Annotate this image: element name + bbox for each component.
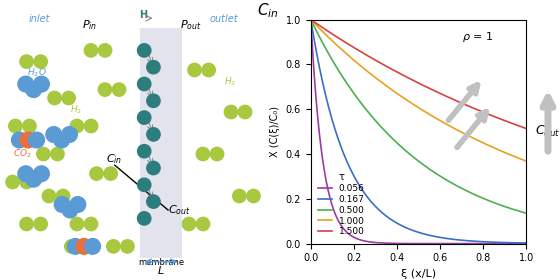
Circle shape bbox=[68, 239, 83, 254]
Circle shape bbox=[6, 175, 19, 189]
Circle shape bbox=[29, 132, 44, 148]
Circle shape bbox=[18, 76, 34, 92]
Circle shape bbox=[85, 217, 97, 231]
Text: $P_{in}$: $P_{in}$ bbox=[82, 18, 97, 32]
Circle shape bbox=[183, 217, 195, 231]
Circle shape bbox=[138, 77, 151, 91]
Circle shape bbox=[224, 105, 237, 119]
Circle shape bbox=[85, 119, 97, 133]
Circle shape bbox=[79, 240, 92, 253]
Circle shape bbox=[54, 132, 69, 148]
Circle shape bbox=[247, 189, 260, 203]
Circle shape bbox=[23, 119, 36, 133]
Circle shape bbox=[34, 76, 49, 92]
Circle shape bbox=[106, 240, 120, 253]
Legend: 0.056, 0.167, 0.500, 1.000, 1.500: 0.056, 0.167, 0.500, 1.000, 1.500 bbox=[315, 170, 367, 239]
Circle shape bbox=[43, 189, 55, 203]
Circle shape bbox=[34, 166, 49, 181]
FancyBboxPatch shape bbox=[140, 28, 182, 258]
Circle shape bbox=[85, 239, 100, 254]
Circle shape bbox=[62, 202, 78, 218]
Text: $C_{in}$: $C_{in}$ bbox=[106, 152, 123, 166]
Text: membrane: membrane bbox=[138, 258, 184, 267]
Circle shape bbox=[147, 161, 160, 175]
Text: $C_{in}$: $C_{in}$ bbox=[257, 1, 278, 20]
Circle shape bbox=[20, 217, 33, 231]
Text: $L$: $L$ bbox=[157, 264, 165, 276]
Circle shape bbox=[8, 119, 22, 133]
Text: $H_2O$: $H_2O$ bbox=[26, 67, 46, 79]
Text: $H_2$: $H_2$ bbox=[69, 103, 82, 115]
Circle shape bbox=[104, 167, 118, 180]
Circle shape bbox=[113, 83, 126, 96]
Circle shape bbox=[70, 197, 86, 212]
Circle shape bbox=[34, 217, 47, 231]
Circle shape bbox=[71, 217, 83, 231]
Text: $C_{out}$: $C_{out}$ bbox=[168, 203, 191, 217]
X-axis label: ξ (x/L): ξ (x/L) bbox=[401, 269, 436, 279]
Circle shape bbox=[84, 44, 97, 57]
Circle shape bbox=[147, 94, 160, 108]
Circle shape bbox=[62, 91, 75, 105]
Circle shape bbox=[233, 189, 246, 203]
Circle shape bbox=[147, 128, 160, 141]
Circle shape bbox=[26, 82, 41, 97]
Circle shape bbox=[54, 197, 70, 212]
Text: $H_2$: $H_2$ bbox=[223, 75, 236, 87]
Text: H: H bbox=[139, 10, 147, 20]
Circle shape bbox=[121, 240, 134, 253]
Circle shape bbox=[239, 105, 251, 119]
Circle shape bbox=[26, 171, 41, 187]
Text: $C_{out}$: $C_{out}$ bbox=[535, 124, 560, 139]
Circle shape bbox=[62, 127, 77, 142]
Circle shape bbox=[46, 127, 62, 142]
Text: outlet: outlet bbox=[209, 14, 239, 24]
Circle shape bbox=[196, 147, 209, 161]
Circle shape bbox=[20, 55, 33, 68]
Circle shape bbox=[51, 147, 64, 161]
Circle shape bbox=[202, 63, 215, 77]
Circle shape bbox=[188, 63, 201, 77]
Y-axis label: X (C(ξ)/C₀): X (C(ξ)/C₀) bbox=[270, 106, 280, 157]
Circle shape bbox=[138, 44, 151, 57]
Circle shape bbox=[76, 239, 92, 254]
Circle shape bbox=[48, 91, 61, 105]
Circle shape bbox=[138, 111, 151, 124]
Text: inlet: inlet bbox=[29, 14, 50, 24]
Circle shape bbox=[71, 119, 83, 133]
Circle shape bbox=[138, 144, 151, 158]
Circle shape bbox=[211, 147, 223, 161]
Circle shape bbox=[18, 166, 34, 181]
Circle shape bbox=[147, 195, 160, 208]
Circle shape bbox=[90, 167, 103, 180]
Text: $\rho$ = 1: $\rho$ = 1 bbox=[461, 30, 493, 44]
Circle shape bbox=[12, 132, 27, 148]
Circle shape bbox=[99, 44, 111, 57]
Text: $P_{out}$: $P_{out}$ bbox=[180, 18, 201, 32]
Circle shape bbox=[147, 60, 160, 74]
Circle shape bbox=[65, 240, 78, 253]
Circle shape bbox=[138, 212, 151, 225]
Circle shape bbox=[138, 178, 151, 192]
Circle shape bbox=[37, 147, 50, 161]
Circle shape bbox=[20, 175, 34, 189]
Circle shape bbox=[98, 83, 111, 96]
Circle shape bbox=[197, 217, 209, 231]
Circle shape bbox=[57, 189, 69, 203]
Text: $CO_2$: $CO_2$ bbox=[13, 148, 32, 160]
Circle shape bbox=[34, 55, 47, 68]
Circle shape bbox=[20, 132, 36, 148]
